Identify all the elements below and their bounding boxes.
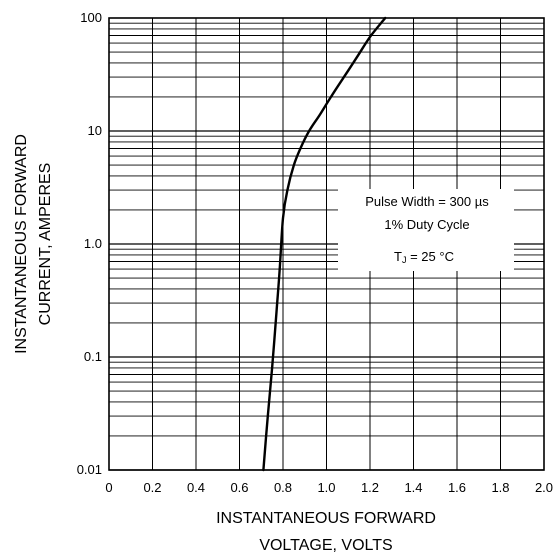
plot-frame: [108, 17, 545, 471]
x-tick-label: 0: [105, 480, 112, 495]
x-tick-label: 0.8: [274, 480, 292, 495]
annotation-junction-temp: TJ = 25 °C: [394, 249, 454, 265]
y-tick-label: 10: [88, 123, 102, 138]
x-tick-label: 1.0: [317, 480, 335, 495]
annotation-temp-suffix: = 25 °C: [406, 249, 453, 264]
x-tick-label: 1.4: [404, 480, 422, 495]
x-axis-title-line-2: VOLTAGE, VOLTS: [259, 537, 392, 554]
x-tick-label: 1.2: [361, 480, 379, 495]
annotation-box: Pulse Width = 300 µs 1% Duty Cycle TJ = …: [338, 189, 514, 271]
x-tick-label: 1.8: [491, 480, 509, 495]
x-tick-label: 0.6: [230, 480, 248, 495]
x-axis-title-line-1: INSTANTANEOUS FORWARD: [216, 510, 436, 527]
annotation-duty-cycle: 1% Duty Cycle: [384, 217, 469, 232]
x-tick-label: 0.2: [143, 480, 161, 495]
x-tick-labels: 0 0.2 0.4 0.6 0.8 1.0 1.2 1.4 1.6 1.8 2.0: [105, 480, 553, 495]
y-axis-title-line-1: INSTANTANEOUS FORWARD: [13, 134, 30, 354]
y-tick-label: 0.01: [77, 462, 102, 477]
annotation-temp-subscript: J: [402, 255, 407, 265]
y-tick-label: 100: [80, 10, 102, 25]
y-tick-labels: 0.01 0.1 1.0 10 100: [77, 10, 102, 477]
annotation-background: [338, 189, 514, 271]
x-tick-label: 1.6: [448, 480, 466, 495]
y-tick-label: 1.0: [84, 236, 102, 251]
annotation-pulse-width: Pulse Width = 300 µs: [365, 194, 489, 209]
annotation-temp-prefix: T: [394, 249, 402, 264]
forward-current-curve: [262, 16, 387, 472]
y-axis-title-line-2: CURRENT, AMPERES: [37, 163, 54, 326]
y-tick-label: 0.1: [84, 349, 102, 364]
x-tick-label: 0.4: [187, 480, 205, 495]
x-tick-label: 2.0: [535, 480, 553, 495]
